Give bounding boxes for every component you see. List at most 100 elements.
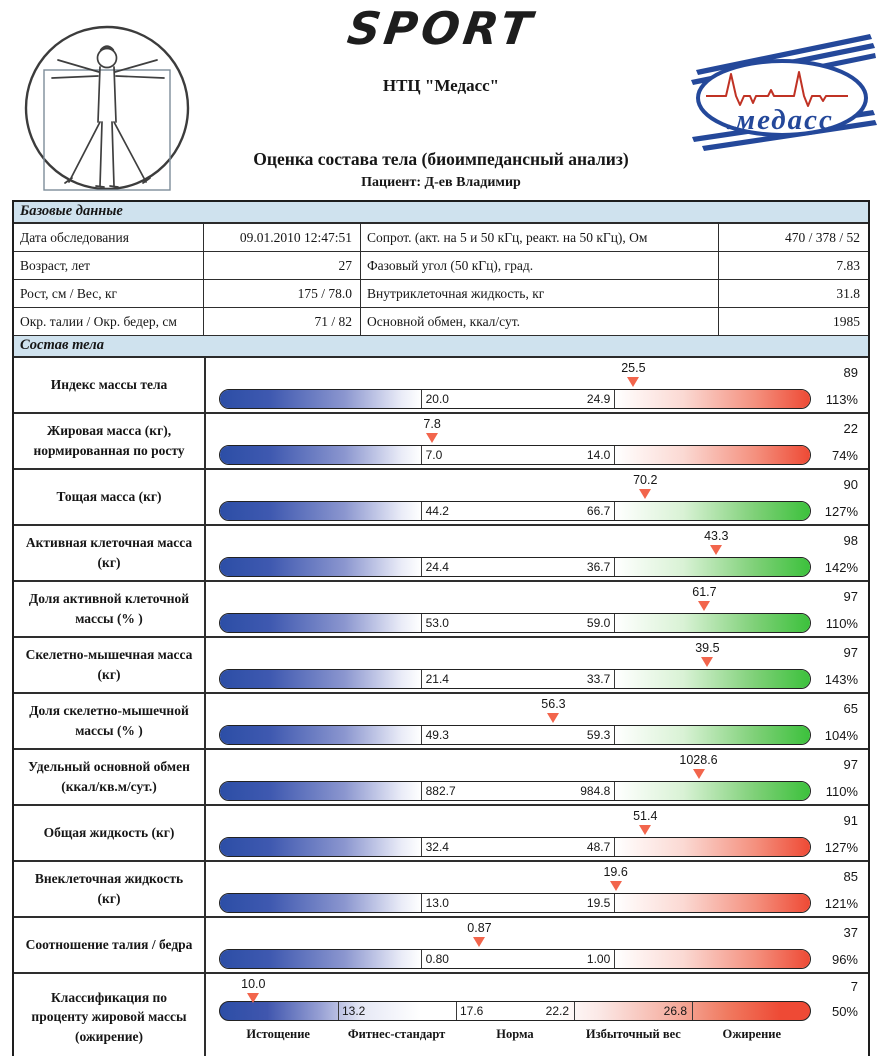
marker-arrow-icon <box>692 769 705 779</box>
basic-value: 1985 <box>718 308 868 335</box>
gauge-low-segment <box>220 446 421 464</box>
basic-label: Возраст, лет <box>20 257 91 273</box>
gauge-area: 0.80 1.00 0.87 <box>219 918 811 972</box>
gauge-low-segment <box>220 894 421 912</box>
parameter-label: Скелетно-мышечная масса (кг) <box>14 638 206 692</box>
marker-value: 61.7 <box>692 585 717 599</box>
marker-value: 25.5 <box>621 361 646 375</box>
section-basic-data: Базовые данные <box>14 202 868 224</box>
gauge-norm-segment: 882.7 984.8 <box>420 782 616 800</box>
composition-row: Классификация по проценту жировой массы … <box>14 974 868 1056</box>
gauge-bar: 0.80 1.00 <box>219 949 811 969</box>
gauge-norm-segment: 44.2 66.7 <box>420 502 616 520</box>
basic-value: 470 / 378 / 52 <box>718 224 868 251</box>
parameter-gauge: 53.0 59.0 61.7 97 110% <box>206 582 868 636</box>
parameter-label: Индекс массы тела <box>14 358 206 412</box>
basic-label: Дата обследования <box>20 229 129 245</box>
gauge-low-segment <box>220 782 421 800</box>
zone-boundary-value: 17.6 <box>460 1004 484 1018</box>
vitruvian-figure <box>51 45 165 188</box>
norm-low-value: 882.7 <box>425 784 456 798</box>
composition-rows: Индекс массы тела 20.0 24.9 25.5 89 113% Жиров… <box>14 358 868 1056</box>
percent-value: 96% <box>831 952 858 967</box>
norm-low-value: 24.4 <box>425 560 449 574</box>
gauge-norm-segment: 49.3 59.3 <box>420 726 616 744</box>
gauge-norm-segment: 13.0 19.5 <box>420 894 616 912</box>
brand-text: SPORT <box>343 2 539 55</box>
parameter-gauge: 44.2 66.7 70.2 90 127% <box>206 470 868 524</box>
basic-value: 31.8 <box>718 280 868 307</box>
zone-label: Истощение <box>246 1027 310 1041</box>
gauge-bar: 49.3 59.3 <box>219 725 811 745</box>
gauge-high-segment <box>615 838 810 856</box>
parameter-label: Удельный основной обмен (ккал/кв.м/сут.) <box>14 750 206 804</box>
marker-arrow-icon <box>639 825 652 835</box>
vitruvian-man-illustration <box>24 25 190 191</box>
gauge-bar: 44.2 66.7 <box>219 501 811 521</box>
percent-value: 113% <box>825 392 858 407</box>
marker-arrow-icon <box>547 713 560 723</box>
section-body-composition: Состав тела <box>14 336 868 358</box>
percent-value: 127% <box>824 840 858 855</box>
marker-arrow-icon <box>701 657 714 667</box>
composition-row: Активная клеточная масса (кг) 24.4 36.7 43.… <box>14 526 868 582</box>
parameter-label: Доля скелетно-мышечной массы (% ) <box>14 694 206 748</box>
gauge-area: 7.0 14.0 7.8 <box>219 414 811 468</box>
marker-arrow-icon <box>473 937 486 947</box>
gauge-low-segment <box>220 950 421 968</box>
score-value: 37 <box>843 925 858 940</box>
basic-label: Сопрот. (акт. на 5 и 50 кГц, реакт. на 5… <box>360 224 718 251</box>
logo-ellipse <box>696 59 868 137</box>
gauge-norm-segment: 0.80 1.00 <box>420 950 616 968</box>
zone-segment <box>456 1002 574 1020</box>
gauge-high-segment <box>615 446 810 464</box>
gauge-area: 882.7 984.8 1028.6 <box>219 750 811 804</box>
marker-value: 7.8 <box>423 417 441 431</box>
marker-arrow-icon <box>627 377 640 387</box>
patient-name: Пациент: Д-ев Владимир <box>361 175 521 190</box>
score-value: 7 <box>850 979 858 994</box>
norm-low-value: 20.0 <box>425 392 449 406</box>
parameter-label: Соотношение талия / бедра <box>14 918 206 972</box>
score-value: 97 <box>843 589 858 604</box>
percent-value: 110% <box>825 784 858 799</box>
gauge-area: 49.3 59.3 56.3 <box>219 694 811 748</box>
norm-low-value: 53.0 <box>425 616 449 630</box>
norm-high-value: 24.9 <box>586 392 611 406</box>
gauge-area: 21.4 33.7 39.5 <box>219 638 811 692</box>
score-value: 85 <box>843 869 858 884</box>
gauge-high-segment <box>615 894 810 912</box>
gauge-high-segment <box>615 502 810 520</box>
composition-row: Жировая масса (кг), нормированная по рос… <box>14 414 868 470</box>
gauge-high-segment <box>615 950 810 968</box>
marker-arrow-icon <box>639 489 652 499</box>
gauge-high-segment <box>615 782 810 800</box>
zone-label: Ожирение <box>722 1027 782 1041</box>
zone-label: Фитнес-стандарт <box>347 1027 446 1041</box>
parameter-gauge: 13.0 19.5 19.6 85 121% <box>206 862 868 916</box>
basic-value: 27 <box>203 252 360 279</box>
basic-data-row: Возраст, лет 27 Фазовый угол (50 кГц), гра… <box>14 252 868 280</box>
parameter-gauge: 32.4 48.7 51.4 91 127% <box>206 806 868 860</box>
gauge-low-segment <box>220 390 421 408</box>
composition-row: Соотношение талия / бедра 0.80 1.00 0.87 37 9… <box>14 918 868 974</box>
zone-segment <box>692 1002 810 1020</box>
gauge-bar: 21.4 33.7 <box>219 669 811 689</box>
parameter-label: Классификация по проценту жировой массы … <box>14 974 206 1056</box>
parameter-gauge: 49.3 59.3 56.3 65 104% <box>206 694 868 748</box>
marker-arrow-icon <box>698 601 711 611</box>
norm-low-value: 0.80 <box>425 952 449 966</box>
percent-value: 127% <box>824 504 858 519</box>
zone-boundary-value: 22.2 <box>545 1004 569 1018</box>
percent-value: 121% <box>824 896 858 911</box>
norm-high-value: 19.5 <box>586 896 611 910</box>
gauge-bar: 53.0 59.0 <box>219 613 811 633</box>
report-header: SPORT НТЦ "Медасс" .медасс Оценка состав… <box>0 0 882 200</box>
marker-value: 10.0 <box>241 977 266 991</box>
basic-label: Окр. талии / Окр. бедер, см <box>20 313 177 329</box>
gauge-high-segment <box>615 726 810 744</box>
percent-value: 50% <box>831 1004 858 1019</box>
norm-low-value: 13.0 <box>425 896 449 910</box>
marker-arrow-icon <box>247 993 260 1003</box>
norm-high-value: 48.7 <box>586 840 611 854</box>
